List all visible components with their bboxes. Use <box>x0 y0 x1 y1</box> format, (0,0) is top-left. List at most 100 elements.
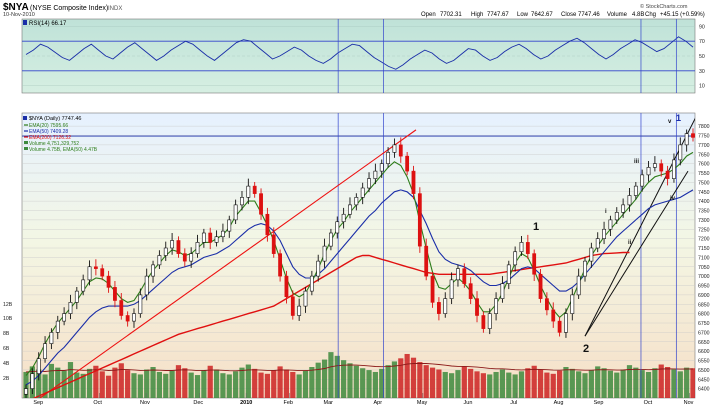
price-bar-body <box>309 275 314 292</box>
volume-bar <box>341 360 347 398</box>
price-tick-label: 7800 <box>698 124 710 130</box>
rsi-legend-swatch <box>23 20 27 25</box>
volume-tick-label: 4B <box>3 361 10 367</box>
stockcharts-watermark: © StockCharts.com <box>640 3 688 10</box>
close-label: Close <box>561 12 577 18</box>
volume-bar <box>664 367 671 398</box>
volume-bar <box>620 369 626 398</box>
open-label: Open <box>421 12 436 18</box>
volume-bar <box>150 367 156 398</box>
volume-bar <box>360 368 366 398</box>
price-bar-body <box>544 298 549 311</box>
volume-bar <box>156 371 162 398</box>
volume-bar <box>576 371 582 398</box>
volume-bar <box>557 370 563 398</box>
volume-bar <box>633 367 639 398</box>
volume-tick-label: 6B <box>3 346 10 352</box>
volume-bar <box>271 370 277 398</box>
price-bar-body <box>100 268 105 277</box>
price-bar-body <box>633 185 638 196</box>
price-bar-body <box>132 313 136 322</box>
volume-bar <box>499 369 506 398</box>
volume-bar <box>677 371 683 398</box>
rsi-grid <box>22 26 695 86</box>
price-bar-body <box>525 242 530 254</box>
price-bar-body <box>602 228 606 239</box>
x-axis-label: Feb <box>283 400 292 405</box>
volume-bar <box>67 362 74 398</box>
price-bar-body <box>354 197 359 206</box>
index-description: (NYSE Composite Index) <box>30 5 108 12</box>
volume-bar <box>182 368 188 398</box>
volume-bar <box>74 372 80 398</box>
price-bar-body <box>170 240 175 249</box>
low-value: 7642.67 <box>531 12 553 18</box>
volume-value: 4.8B <box>632 12 644 18</box>
volume-bar <box>188 372 194 398</box>
volume-bar <box>518 371 525 398</box>
rsi-tick-label: 90 <box>699 24 705 30</box>
volume-bar <box>550 373 556 398</box>
wave-label-wave-v: v <box>668 119 672 125</box>
price-bar-body <box>652 163 657 168</box>
volume-tick-label: 12B <box>3 302 13 308</box>
volume-bar <box>684 367 690 398</box>
price-bar-body <box>691 133 695 138</box>
legend-price: $NYA (Daily) 7747.46 <box>29 116 81 122</box>
price-bar-body <box>424 245 429 277</box>
volume-bar <box>531 365 537 398</box>
volume-bar <box>372 371 378 398</box>
price-bar-body <box>538 273 543 299</box>
price-tick-label: 6800 <box>698 312 710 318</box>
price-bar-body <box>24 388 28 395</box>
volume-bar <box>563 367 569 398</box>
volume-bar <box>233 371 239 398</box>
price-bar-body <box>30 373 35 389</box>
volume-bar <box>569 368 575 398</box>
price-bar-body <box>684 133 689 146</box>
price-tick-label: 7750 <box>698 134 710 140</box>
volume-bar <box>42 374 48 398</box>
price-bar-body <box>43 343 47 359</box>
rsi-tick-label: 50 <box>699 54 705 60</box>
price-bar-body <box>265 213 270 236</box>
volume-bar <box>423 365 429 398</box>
price-bar-body <box>252 185 257 194</box>
volume-bar <box>144 369 150 398</box>
x-axis-label: Sep <box>33 400 43 405</box>
wave-label-wave-i: i <box>605 209 607 215</box>
price-tick-label: 6450 <box>698 377 710 383</box>
price-bar-body <box>443 298 448 314</box>
price-bar-body <box>36 358 41 374</box>
volume-bar <box>410 357 417 398</box>
close-value: 7747.46 <box>578 12 600 18</box>
price-bar-body <box>271 234 276 254</box>
price-bar-body <box>240 197 244 206</box>
volume-tick-label: 10B <box>3 316 13 322</box>
date-label: 10-Nov-2010 <box>3 12 35 18</box>
volume-bar <box>201 370 207 398</box>
volume-bar <box>239 367 245 398</box>
volume-bar <box>379 368 385 398</box>
volume-bar <box>93 365 99 398</box>
x-axis-label: Sep <box>594 400 604 405</box>
price-tick-label: 6600 <box>698 349 710 355</box>
price-bar-body <box>551 309 556 322</box>
volume-tick-labels: 12B 10B 8B 6B 4B 2B <box>3 302 13 382</box>
price-bar-body <box>290 296 295 316</box>
wave-label-wave-ii: ii <box>628 240 632 246</box>
volume-bar <box>626 365 633 398</box>
legend-ema20: EMA(20) 7595.66 <box>29 123 68 129</box>
volume-bar <box>86 368 93 398</box>
price-bar-body <box>348 204 352 215</box>
price-bar-body <box>570 294 575 314</box>
volume-bar <box>601 368 607 398</box>
price-bar-body <box>151 264 155 277</box>
volume-bar <box>506 372 512 398</box>
volume-bar <box>105 375 112 398</box>
x-axis-label: Oct <box>93 400 102 405</box>
price-bar-body <box>627 195 632 206</box>
price-tick-label: 7650 <box>698 152 710 158</box>
volume-bar <box>226 374 232 398</box>
volume-bar <box>137 374 143 398</box>
